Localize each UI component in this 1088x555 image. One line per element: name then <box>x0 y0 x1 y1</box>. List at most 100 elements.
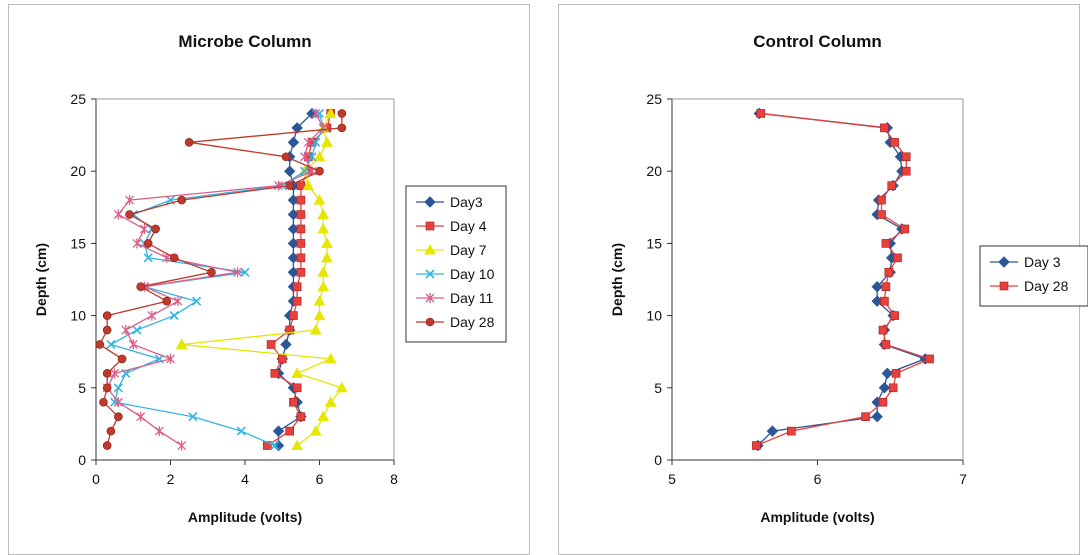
microbe-column-chart: Microbe Column 0 5 10 15 20 25 0 2 4 6 8 Amplitude (… <box>0 0 538 555</box>
data-point <box>303 137 313 148</box>
data-point <box>880 296 889 306</box>
data-point <box>317 208 330 220</box>
data-point <box>313 150 326 162</box>
legend-label: Day 28 <box>450 314 495 330</box>
y-tick-label: 0 <box>654 452 662 468</box>
data-point <box>106 339 116 350</box>
data-point <box>102 311 112 320</box>
series-line <box>181 113 343 447</box>
data-point <box>888 383 898 393</box>
data-point <box>292 282 302 292</box>
data-point <box>106 426 116 436</box>
data-point <box>102 325 112 335</box>
x-tick-label: 6 <box>316 471 324 487</box>
data-point <box>128 339 138 350</box>
legend-label: Day 3 <box>1024 254 1061 270</box>
data-point <box>110 368 120 379</box>
legend-label: Day3 <box>450 194 483 210</box>
x-axis-label: Amplitude (volts) <box>760 509 874 525</box>
data-point <box>177 440 187 451</box>
data-point <box>296 267 306 277</box>
data-point <box>240 267 250 277</box>
data-point <box>313 295 326 306</box>
y-tick-label: 15 <box>70 235 86 251</box>
y-axis-label: Depth (cm) <box>609 243 625 316</box>
data-point <box>283 165 296 177</box>
data-point <box>177 195 186 205</box>
data-point <box>752 441 761 450</box>
data-point <box>861 412 870 421</box>
data-point <box>925 354 934 364</box>
x-axis-label: Amplitude (volts) <box>188 509 302 525</box>
legend-marker <box>424 196 436 208</box>
data-point <box>95 340 105 349</box>
data-point <box>143 253 153 263</box>
data-point <box>881 367 894 380</box>
data-point <box>756 109 766 118</box>
series-line <box>267 113 332 447</box>
data-point <box>337 123 347 133</box>
x-tick-label: 5 <box>668 471 676 487</box>
legend-box <box>405 185 507 343</box>
microbe-chart-svg: Microbe Column 0 5 10 15 20 25 0 2 4 6 8 Amplitude (… <box>33 32 507 525</box>
legend: Day3 Day 4 Day 7 Day 10 Day 11 Day 28 <box>405 185 507 343</box>
y-tick-label: 10 <box>70 308 86 324</box>
x-tick-label: 8 <box>390 471 398 487</box>
data-point <box>315 166 324 176</box>
data-point <box>300 151 310 162</box>
data-point <box>125 195 134 206</box>
data-point <box>166 353 175 364</box>
y-tick-label: 15 <box>646 235 662 251</box>
data-point <box>132 238 142 249</box>
data-point <box>296 412 306 421</box>
x-tick-label: 7 <box>959 471 967 487</box>
data-point <box>292 383 302 393</box>
data-point <box>337 109 347 118</box>
data-point <box>787 426 796 436</box>
data-point <box>289 311 298 320</box>
data-point <box>151 224 160 234</box>
data-point <box>114 412 123 421</box>
legend-label: Day 4 <box>450 218 487 234</box>
series-line <box>756 112 932 447</box>
data-point <box>270 440 280 451</box>
data-point <box>878 382 891 394</box>
data-point <box>317 222 330 234</box>
data-point <box>139 223 149 234</box>
data-point <box>881 340 891 349</box>
data-point <box>296 239 306 248</box>
series-day-28 <box>95 109 347 450</box>
data-point <box>311 108 321 119</box>
data-point <box>169 311 179 321</box>
data-point <box>871 281 883 293</box>
data-point <box>324 107 337 118</box>
data-point <box>296 195 306 205</box>
data-point <box>154 426 164 437</box>
data-point <box>184 138 194 147</box>
data-point <box>102 441 112 450</box>
legend-marker <box>425 221 435 231</box>
data-point <box>893 253 902 263</box>
data-point <box>317 280 330 292</box>
data-point <box>162 296 172 306</box>
data-point <box>113 209 123 220</box>
y-tick-label: 5 <box>654 380 662 396</box>
y-tick-label: 20 <box>646 163 662 179</box>
data-point <box>291 439 303 451</box>
data-point <box>317 266 330 277</box>
data-point <box>281 152 291 162</box>
data-point <box>287 136 300 149</box>
data-point <box>296 210 306 219</box>
legend-label: Day 28 <box>1024 278 1069 294</box>
data-point <box>113 397 123 408</box>
y-tick-label: 10 <box>646 308 662 324</box>
data-point <box>309 324 322 335</box>
data-point <box>285 426 295 436</box>
data-point <box>901 152 911 162</box>
series-day-28 <box>752 109 934 450</box>
data-point <box>321 237 333 248</box>
y-axis-label: Depth (cm) <box>33 243 49 316</box>
data-point <box>143 239 153 248</box>
data-point <box>901 166 911 176</box>
data-point <box>132 325 142 335</box>
